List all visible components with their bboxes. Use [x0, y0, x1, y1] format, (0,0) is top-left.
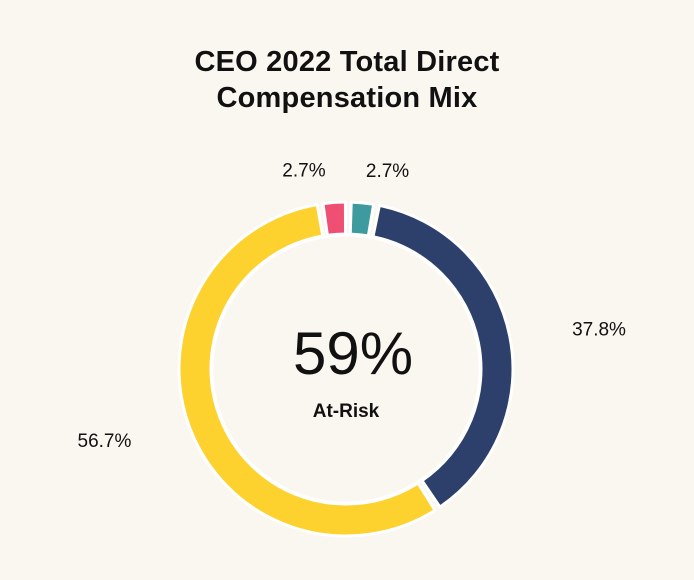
- chart-title-line-2: Compensation Mix: [216, 82, 478, 114]
- donut-slices: [177, 200, 515, 538]
- center-value: 59%: [293, 320, 413, 387]
- chart-title-line-1: CEO 2022 Total Direct: [194, 46, 500, 78]
- slice-label-1: 37.8%: [572, 320, 626, 341]
- donut-hole-edge: [210, 233, 482, 505]
- donut-slice-3: [321, 200, 348, 237]
- slice-label-3: 2.7%: [282, 160, 325, 181]
- donut-slice-labels: 2.7% 37.8% 56.7% 2.7%: [78, 160, 627, 451]
- donut-slice-0: [348, 200, 376, 238]
- slice-label-0: 2.7%: [366, 161, 409, 182]
- slice-label-2: 56.7%: [78, 431, 132, 452]
- chart-title: CEO 2022 Total Direct Compensation Mix: [0, 44, 694, 116]
- center-label: At-Risk: [313, 401, 380, 422]
